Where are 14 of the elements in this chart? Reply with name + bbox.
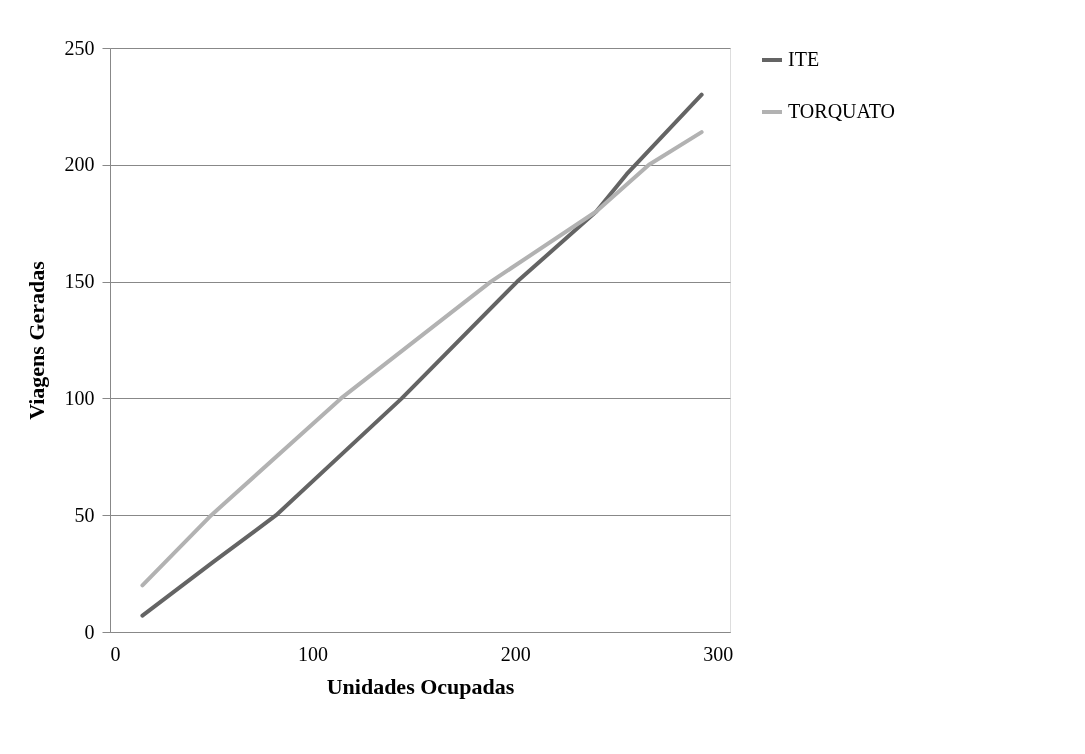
legend-label: TORQUATO [788, 100, 896, 122]
legend-label: ITE [788, 48, 820, 70]
y-tick-label: 50 [74, 503, 95, 526]
y-tick-label: 100 [64, 386, 95, 409]
y-tick-label: 250 [64, 36, 95, 59]
y-tick-label: 0 [84, 620, 95, 643]
x-tick-label: 100 [298, 642, 329, 665]
x-tick-label: 0 [110, 642, 121, 665]
y-axis-title: Viagens Geradas [23, 260, 49, 420]
x-tick-label: 300 [703, 642, 734, 665]
x-axis-title: Unidades Ocupadas [326, 673, 515, 699]
y-tick-label: 150 [64, 270, 95, 293]
y-tick-label: 200 [64, 153, 95, 176]
x-tick-label: 200 [500, 642, 531, 665]
